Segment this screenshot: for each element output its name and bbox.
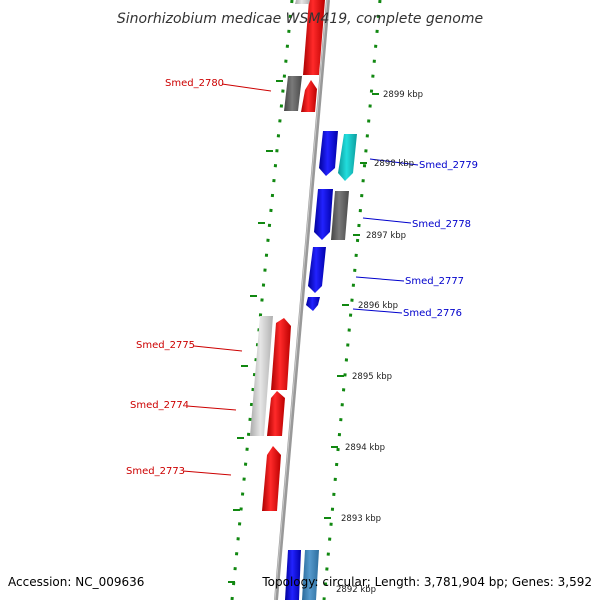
scale-ticks bbox=[324, 93, 379, 519]
scale-label-2895: 2895 kbp bbox=[352, 372, 392, 382]
gene-block-red-top[interactable] bbox=[303, 0, 325, 75]
gene-label-smed-2778[interactable]: Smed_2778 bbox=[412, 219, 471, 230]
gene-block-smed-2778-gray[interactable] bbox=[331, 191, 349, 240]
gene-block-smed-2779-cyan[interactable] bbox=[338, 134, 357, 181]
scale-label-2896: 2896 kbp bbox=[358, 301, 398, 311]
gene-block-smed-2776-blue[interactable] bbox=[306, 297, 320, 311]
scale-label-2894: 2894 kbp bbox=[345, 443, 385, 453]
scale-label-2893: 2893 kbp bbox=[341, 514, 381, 524]
gene-block-smed-2777-blue[interactable] bbox=[308, 247, 326, 293]
outer-dotted-track bbox=[322, 0, 382, 600]
gene-block-smed-2773-red[interactable] bbox=[262, 446, 281, 511]
gene-label-smed-2774[interactable]: Smed_2774 bbox=[130, 400, 189, 411]
scale-label-2897: 2897 kbp bbox=[366, 231, 406, 241]
gene-block-smed-2774-red[interactable] bbox=[267, 391, 285, 436]
gene-block-bottom-blue[interactable] bbox=[285, 550, 301, 600]
inner-ticks bbox=[228, 80, 283, 583]
gene-label-smed-2775[interactable]: Smed_2775 bbox=[136, 340, 195, 351]
scale-label-2899: 2899 kbp bbox=[383, 90, 423, 100]
gene-block-smed-2775-lightgray[interactable] bbox=[250, 316, 273, 436]
scale-label-2898: 2898 kbp bbox=[374, 159, 414, 169]
gene-block-top-lightgray[interactable] bbox=[295, 0, 310, 4]
leader-lines bbox=[182, 83, 419, 476]
gene-block-smed-2778-blue[interactable] bbox=[314, 189, 333, 240]
scale-label-2892: 2892 kbp bbox=[336, 585, 376, 595]
gene-label-smed-2780[interactable]: Smed_2780 bbox=[165, 78, 224, 89]
genome-backbone bbox=[274, 0, 330, 600]
map-title: Sinorhizobium medicae WSM419, complete g… bbox=[117, 11, 483, 27]
gene-label-smed-2773[interactable]: Smed_2773 bbox=[126, 466, 185, 477]
gene-block-smed-2779-blue[interactable] bbox=[319, 131, 338, 176]
gene-block-bottom-steel[interactable] bbox=[302, 550, 319, 600]
gene-block-smed-2780-red[interactable] bbox=[301, 80, 317, 112]
accession-text: Accession: NC_009636 bbox=[8, 575, 144, 589]
gene-label-smed-2777[interactable]: Smed_2777 bbox=[405, 276, 464, 287]
gene-block-smed-2780-gray[interactable] bbox=[284, 76, 302, 111]
gene-label-smed-2776[interactable]: Smed_2776 bbox=[403, 308, 462, 319]
topology-text: Topology: circular; Length: 3,781,904 bp… bbox=[261, 575, 592, 589]
gene-block-smed-2775-red[interactable] bbox=[271, 318, 291, 390]
gene-label-smed-2779[interactable]: Smed_2779 bbox=[419, 160, 478, 171]
inner-dotted-track bbox=[230, 0, 294, 600]
